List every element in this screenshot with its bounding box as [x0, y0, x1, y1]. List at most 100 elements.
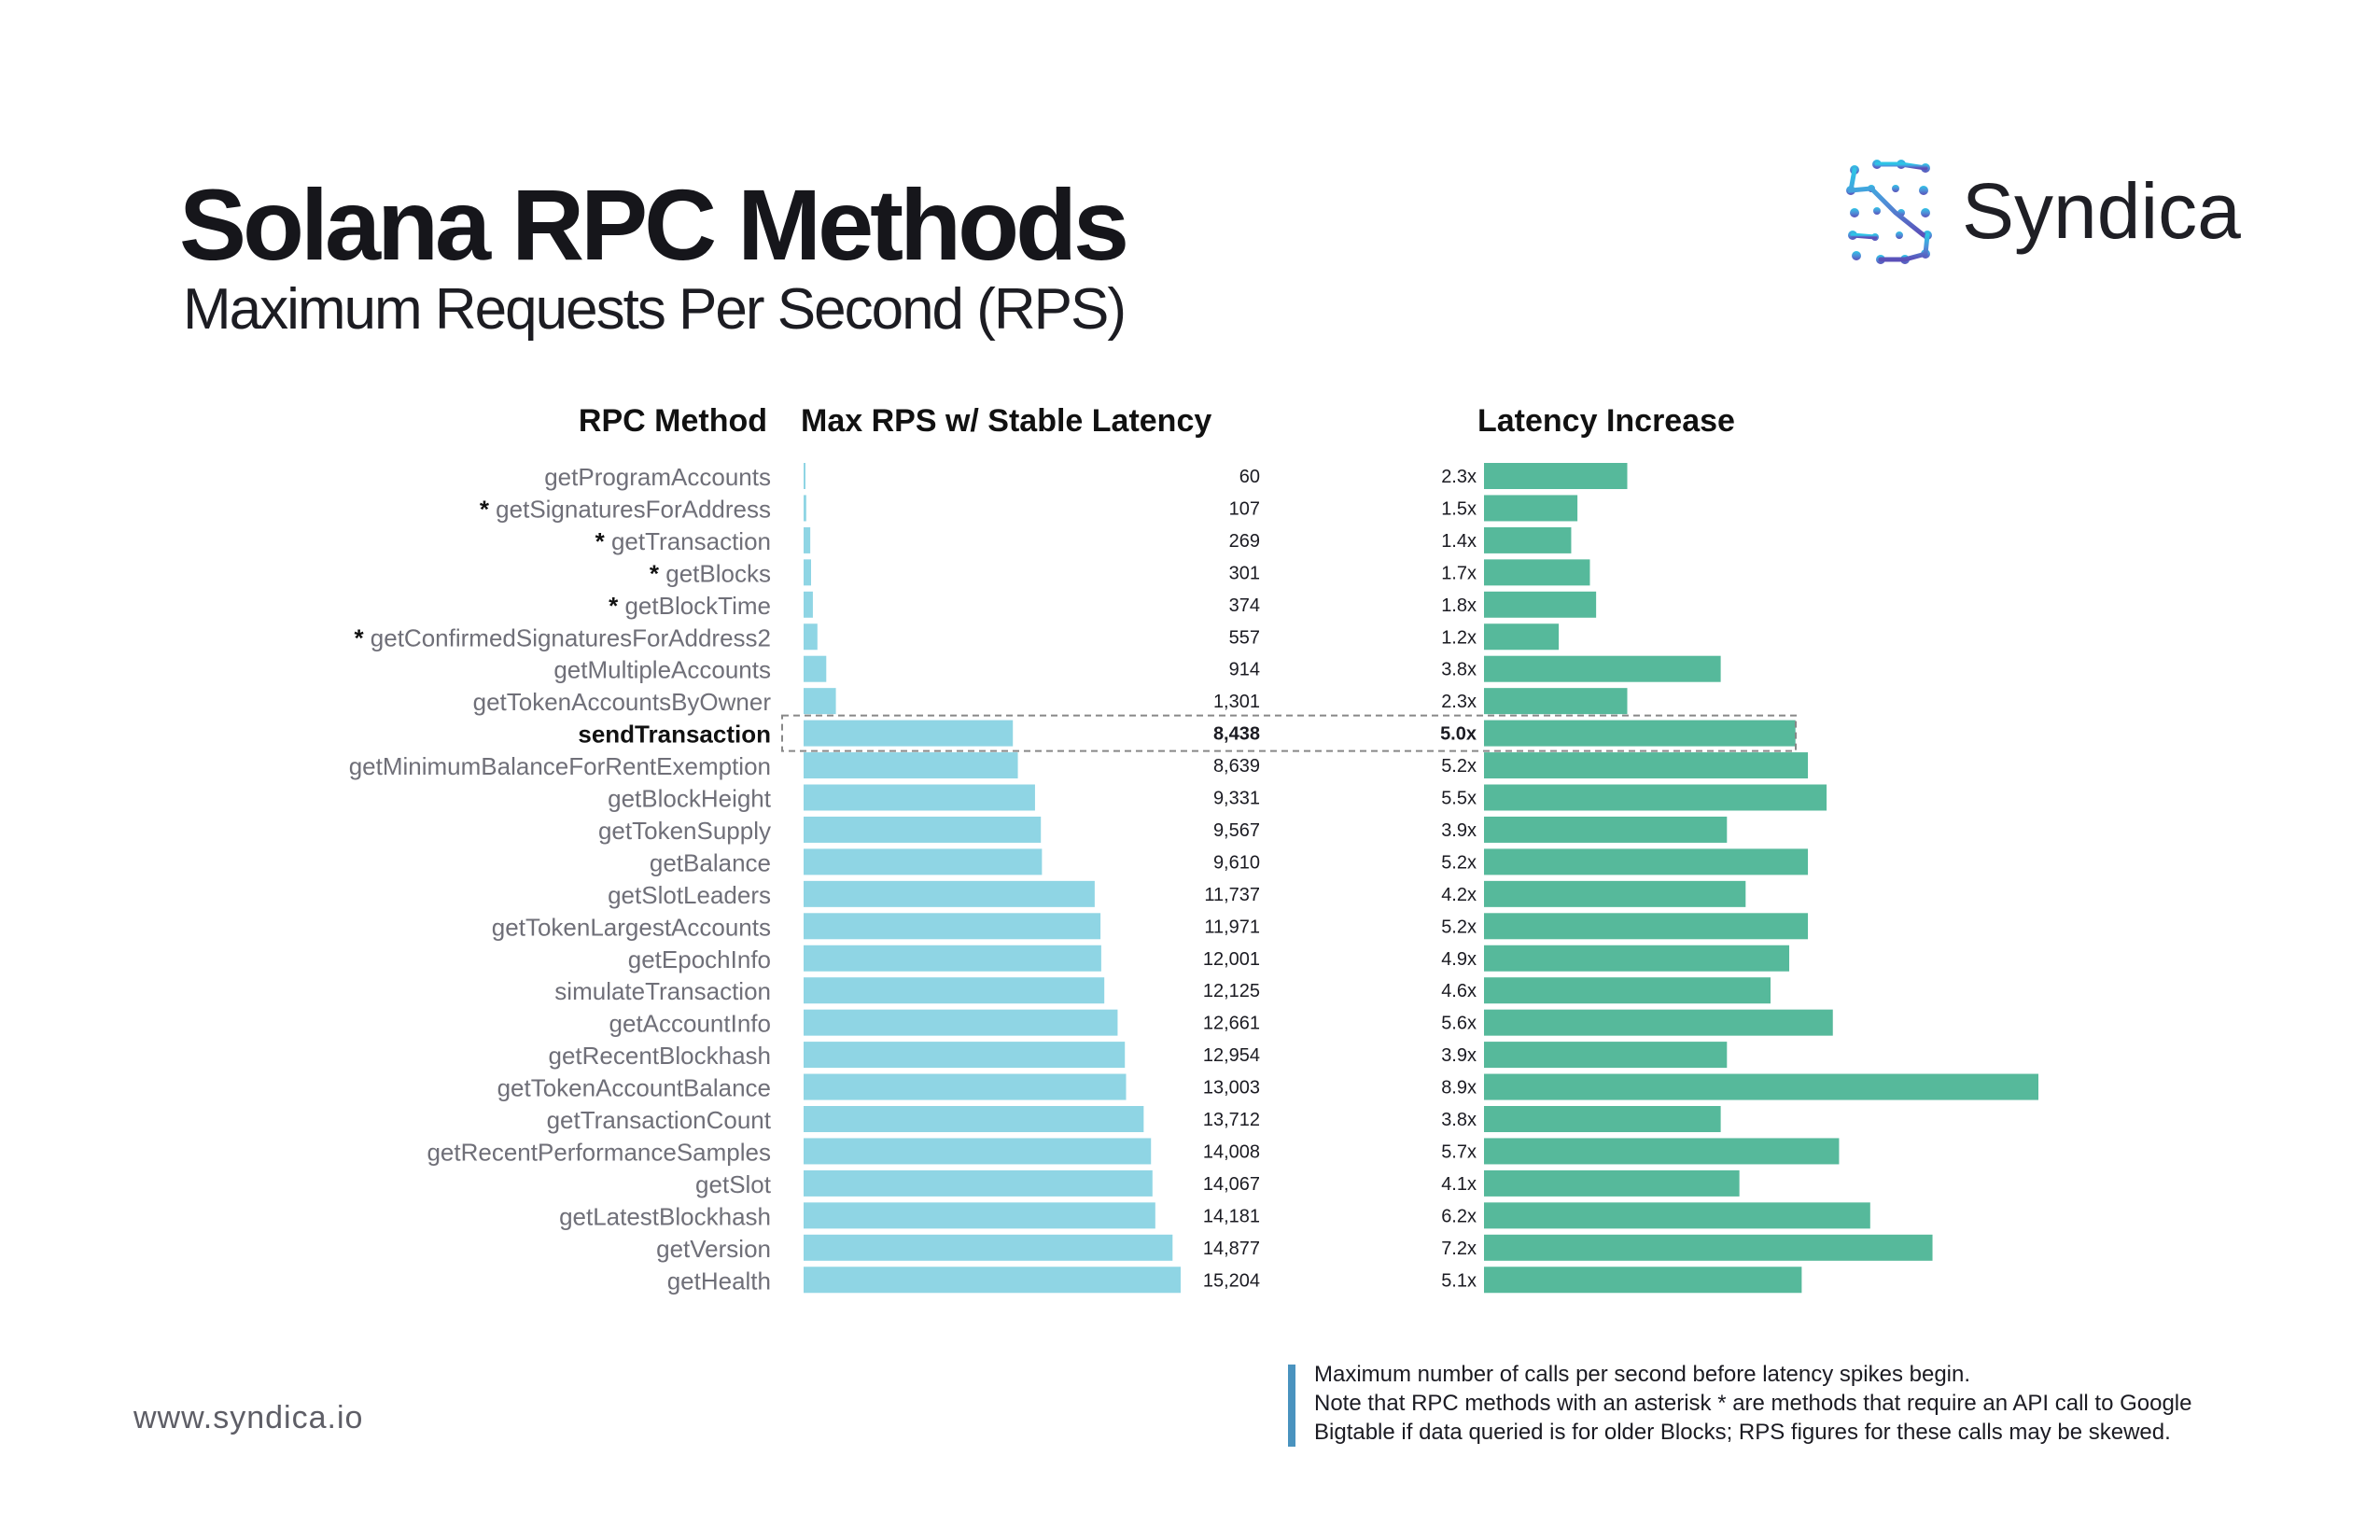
rps-bar	[804, 720, 1014, 747]
rps-value-label: 1,301	[1213, 692, 1260, 712]
latency-value-label: 4.9x	[1441, 949, 1477, 970]
method-label: * getTransaction	[595, 527, 771, 555]
rps-bar	[804, 591, 813, 618]
latency-bar	[1484, 463, 1628, 489]
rps-bar	[804, 1106, 1144, 1132]
latency-bar	[1484, 623, 1560, 651]
latency-value-label: 1.7x	[1441, 563, 1477, 583]
latency-value-label: 3.8x	[1441, 660, 1477, 680]
rps-bar	[804, 1042, 1126, 1069]
syndica-logo-icon	[1846, 160, 1932, 264]
page-title: Solana RPC Methods	[179, 168, 1129, 281]
method-label: getEpochInfo	[628, 945, 771, 973]
latency-bar	[1484, 977, 1771, 1004]
method-label: getBalance	[650, 848, 771, 876]
rps-bar	[804, 495, 806, 522]
latency-value-label: 5.2x	[1441, 756, 1477, 777]
method-label: * getBlocks	[650, 559, 771, 587]
rps-value-label: 107	[1229, 498, 1260, 519]
latency-value-label: 3.9x	[1441, 820, 1477, 841]
latency-value-label: 4.1x	[1441, 1174, 1477, 1195]
method-label: getTokenLargestAccounts	[492, 913, 771, 941]
latency-bar	[1484, 526, 1572, 553]
latency-value-label: 1.5x	[1441, 498, 1477, 519]
rps-bar	[804, 816, 1042, 843]
method-label: getRecentBlockhash	[549, 1042, 771, 1070]
rps-bar	[804, 1009, 1118, 1036]
latency-value-label: 5.0x	[1440, 724, 1477, 745]
rps-bar	[804, 1202, 1155, 1229]
rps-bar	[804, 1169, 1153, 1197]
rps-value-label: 269	[1229, 531, 1260, 552]
method-label: * getConfirmedSignaturesForAddress2	[354, 623, 771, 651]
rps-bar	[804, 623, 818, 651]
rps-bar	[804, 688, 836, 715]
rps-bar	[804, 880, 1095, 907]
latency-bar	[1484, 495, 1578, 522]
rps-bar	[804, 913, 1101, 940]
rps-bar	[804, 977, 1105, 1004]
method-label: getRecentPerformanceSamples	[427, 1138, 771, 1166]
rps-value-label: 14,181	[1203, 1206, 1260, 1226]
rps-bar	[804, 784, 1035, 811]
rps-value-label: 12,661	[1203, 1014, 1260, 1034]
rps-bar	[804, 463, 805, 489]
latency-bar	[1484, 1202, 1870, 1229]
latency-bar	[1484, 816, 1728, 843]
rps-bar	[804, 559, 811, 586]
highlight-outline	[781, 714, 1797, 752]
latency-bar	[1484, 1267, 1802, 1294]
latency-value-label: 5.2x	[1441, 917, 1477, 937]
rps-value-label: 14,877	[1203, 1239, 1260, 1259]
rps-value-label: 13,003	[1203, 1078, 1260, 1099]
latency-value-label: 5.7x	[1441, 1141, 1477, 1162]
method-label: * getBlockTime	[609, 592, 771, 620]
method-label: sendTransaction	[578, 721, 771, 749]
method-label: getLatestBlockhash	[559, 1202, 771, 1230]
latency-value-label: 5.5x	[1441, 789, 1477, 809]
rps-bar	[804, 945, 1101, 972]
rps-value-label: 14,008	[1203, 1141, 1260, 1162]
rps-bar	[804, 1234, 1173, 1261]
latency-bar	[1484, 945, 1790, 972]
method-label: getMinimumBalanceForRentExemption	[349, 752, 771, 780]
method-label: getTokenSupply	[598, 817, 771, 845]
latency-value-label: 7.2x	[1441, 1239, 1477, 1259]
latency-value-label: 3.8x	[1441, 1110, 1477, 1130]
method-label: getTokenAccountsByOwner	[473, 688, 772, 716]
latency-value-label: 3.9x	[1441, 1045, 1477, 1066]
rps-bar	[804, 752, 1018, 779]
rpc-method-header: RPC Method	[578, 403, 767, 439]
latency-value-label: 5.1x	[1441, 1270, 1477, 1291]
rps-bar	[804, 1267, 1181, 1294]
rps-value-label: 12,954	[1203, 1045, 1260, 1066]
latency-value-label: 8.9x	[1441, 1078, 1477, 1099]
latency-bar	[1484, 880, 1746, 907]
latency-value-label: 4.2x	[1441, 885, 1477, 905]
rps-bar	[804, 526, 811, 553]
rps-value-label: 301	[1229, 563, 1260, 583]
latency-bar	[1484, 1009, 1833, 1036]
latency-bar	[1484, 688, 1628, 715]
latency-value-label: 5.2x	[1441, 852, 1477, 873]
latency-value-label: 6.2x	[1441, 1206, 1477, 1226]
latency-bar	[1484, 655, 1721, 682]
footnote-line-3: Bigtable if data queried is for older Bl…	[1314, 1420, 2171, 1445]
rps-value-label: 9,610	[1213, 852, 1260, 873]
footnote-line-2: Note that RPC methods with an asterisk *…	[1314, 1391, 2192, 1416]
rps-value-label: 60	[1239, 467, 1260, 487]
note-accent-bar	[1288, 1365, 1295, 1447]
footer-url[interactable]: www.syndica.io	[133, 1400, 364, 1435]
latency-value-label: 4.6x	[1441, 981, 1477, 1001]
rps-bar	[804, 655, 827, 682]
latency-bar	[1484, 752, 1809, 779]
latency-bar	[1484, 848, 1809, 875]
latency-value-label: 1.2x	[1441, 627, 1477, 648]
rps-value-label: 11,737	[1204, 885, 1260, 905]
latency-bar	[1484, 1138, 1840, 1165]
method-label: getTransactionCount	[547, 1106, 772, 1134]
method-label: getHealth	[667, 1267, 771, 1295]
latency-bar	[1484, 559, 1590, 586]
method-label: getMultipleAccounts	[553, 656, 771, 684]
